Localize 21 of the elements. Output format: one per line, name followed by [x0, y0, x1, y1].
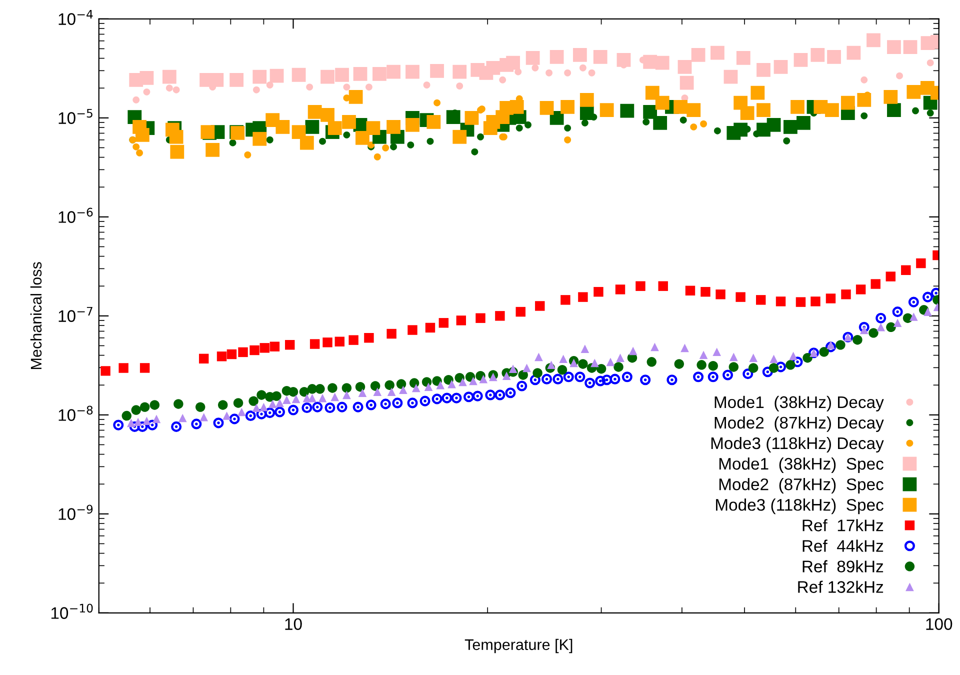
- legend-label: Mode2 (87kHz) Spec: [719, 478, 884, 494]
- y-tick-label: 10$^{−5}$: [58, 108, 92, 124]
- y-tick-label: 10$^{−8}$: [58, 406, 93, 421]
- legend-label: Ref 17kHz: [802, 519, 884, 532]
- legend-label: Mode2 (87kHz) Decay: [714, 416, 884, 432]
- x-tick-label: 10: [285, 618, 302, 630]
- legend-label: Ref 132kHz: [798, 580, 884, 593]
- x-tick-label: 100: [926, 618, 952, 630]
- y-tick-label: 10$^{−10}$: [51, 604, 93, 619]
- x-axis-title: Temperature [K]: [464, 638, 572, 654]
- y-tick-label: 10$^{−9}$: [58, 504, 93, 520]
- legend-label: Mode3 (118kHz) Decay: [711, 436, 884, 452]
- legend-label: Mode1 (38kHz) Spec: [719, 457, 884, 474]
- y-tick-label: 10$^{−4}$: [58, 10, 93, 25]
- y-tick-label: 10$^{−7}$: [58, 306, 92, 322]
- legend-label: Ref 89kHz: [802, 560, 884, 572]
- legend-label: Mode3 (118kHz) Spec: [716, 498, 884, 514]
- y-tick-label: 10$^{−6}$: [58, 208, 93, 223]
- legend-label: Ref 44kHz: [802, 540, 884, 552]
- y-axis-title: Mechanical loss: [30, 262, 42, 369]
- legend-label: Mode1 (38kHz) Decay: [714, 396, 884, 412]
